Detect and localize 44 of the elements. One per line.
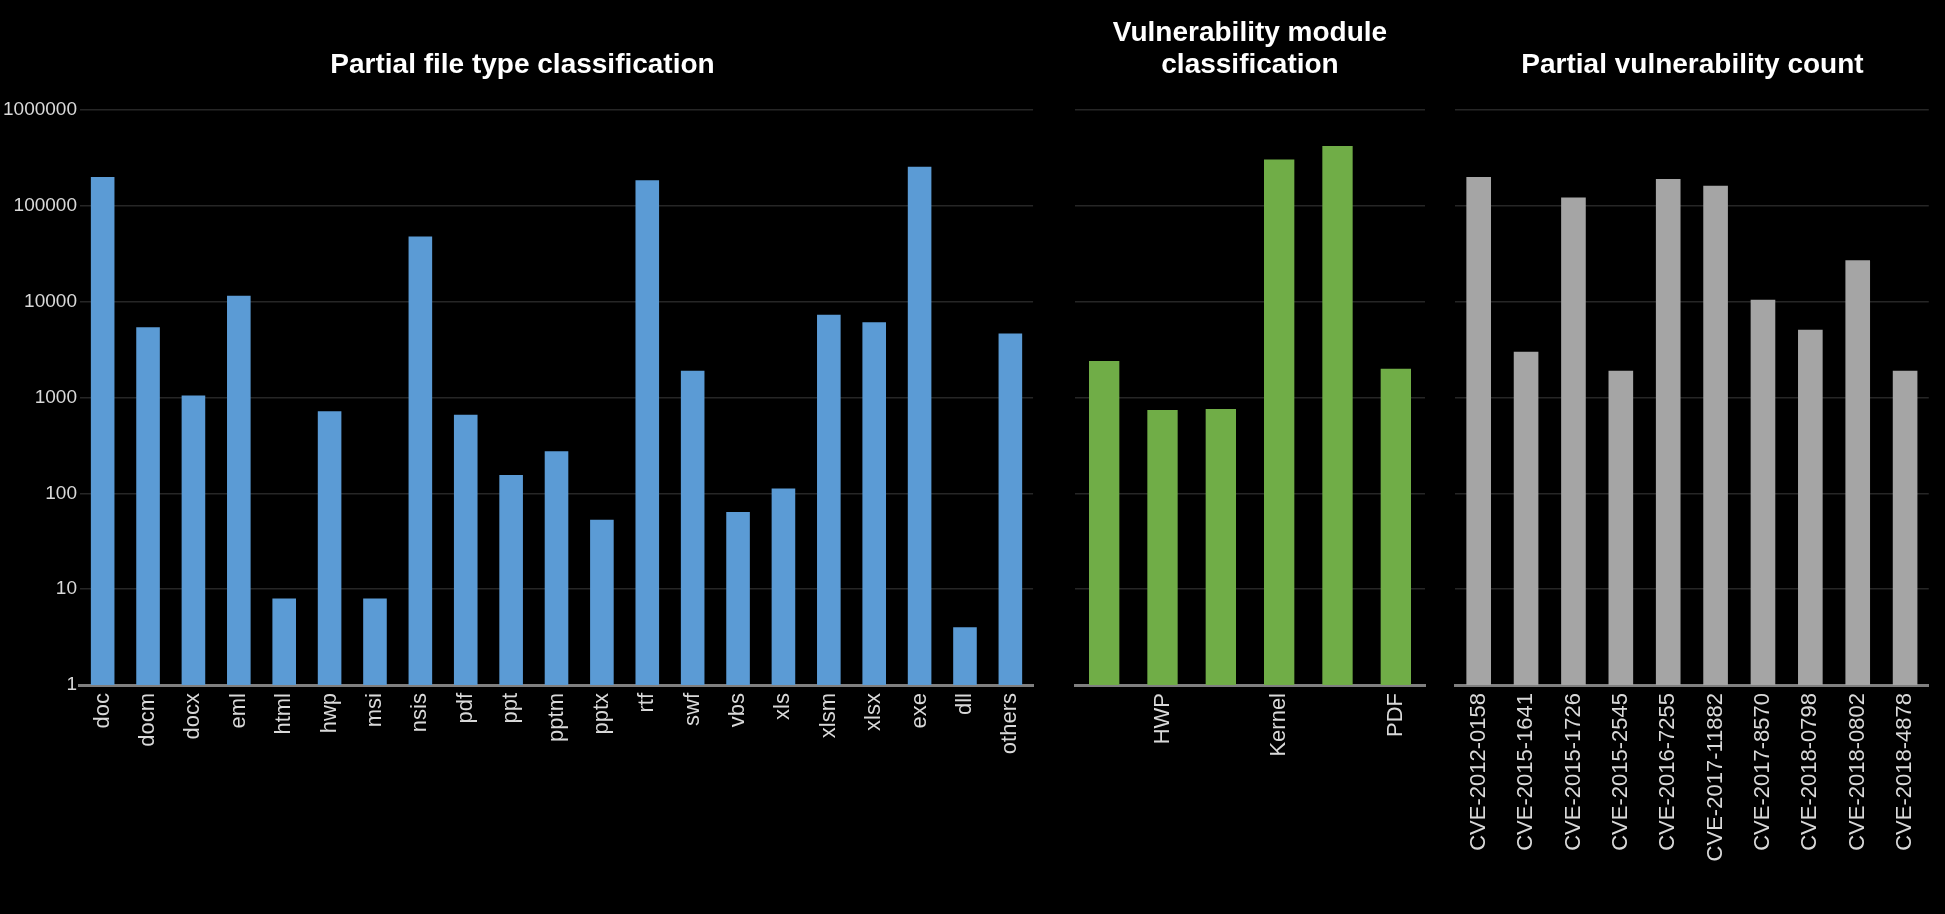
x-tick-label: exe	[905, 693, 931, 729]
x-tick-label: html	[270, 693, 296, 735]
y-tick-label: 10	[55, 577, 77, 599]
x-tick-label: nsis	[406, 693, 432, 733]
x-tick-label: pptm	[542, 693, 568, 742]
chart-title: Vulnerability module classification	[1111, 15, 1389, 80]
x-tick-label: CVE-2017-8570	[1749, 693, 1775, 851]
x-tick-label: CVE-2015-2545	[1606, 693, 1632, 851]
x-tick-label: doc	[88, 693, 114, 729]
x-tick-label: Kernel	[1265, 693, 1291, 757]
x-tick-label: swf	[678, 692, 704, 726]
x-tick-label: vbs	[724, 693, 750, 728]
x-tick-label: PDF	[1381, 693, 1407, 737]
x-tick-label: pptx	[587, 693, 613, 735]
y-tick-label: 100	[45, 481, 77, 503]
x-tick-label: ppt	[497, 693, 523, 724]
x-tick-label: docm	[134, 693, 160, 747]
x-tick-label: eml	[224, 693, 250, 729]
x-tick-label: dll	[951, 693, 977, 716]
chart-title: Partial file type classification	[329, 47, 716, 80]
y-tick-label: 100000	[13, 194, 77, 216]
y-tick-label: 1000	[34, 385, 77, 407]
x-tick-label: CVE-2016-7255	[1654, 693, 1680, 851]
x-tick-label: pdf	[451, 692, 477, 724]
x-tick-label: xlsm	[814, 693, 840, 739]
x-tick-label: CVE-2018-4878	[1891, 693, 1917, 851]
y-tick-label: 10000	[24, 289, 77, 311]
x-tick-label: msi	[361, 693, 387, 728]
x-tick-label: CVE-2017-11882	[1701, 693, 1727, 862]
chart-title: Partial vulnerability count	[1520, 47, 1865, 80]
x-tick-label: CVE-2018-0802	[1843, 693, 1869, 851]
x-tick-label: CVE-2015-1641	[1512, 693, 1538, 851]
x-tick-label: others	[996, 693, 1022, 755]
x-tick-label: hwp	[315, 693, 341, 734]
y-tick-label: 1	[66, 673, 77, 695]
x-tick-label: CVE-2012-0158	[1464, 693, 1490, 851]
x-tick-label: HWP	[1148, 693, 1174, 745]
x-tick-label: CVE-2015-1726	[1559, 693, 1585, 851]
x-tick-label: xls	[769, 693, 795, 720]
y-tick-label: 1000000	[3, 98, 77, 120]
x-tick-label: rtf	[633, 692, 659, 713]
x-tick-label: xlsx	[860, 693, 886, 731]
x-tick-label: CVE-2018-0798	[1796, 693, 1822, 851]
x-tick-label: docx	[179, 693, 205, 740]
